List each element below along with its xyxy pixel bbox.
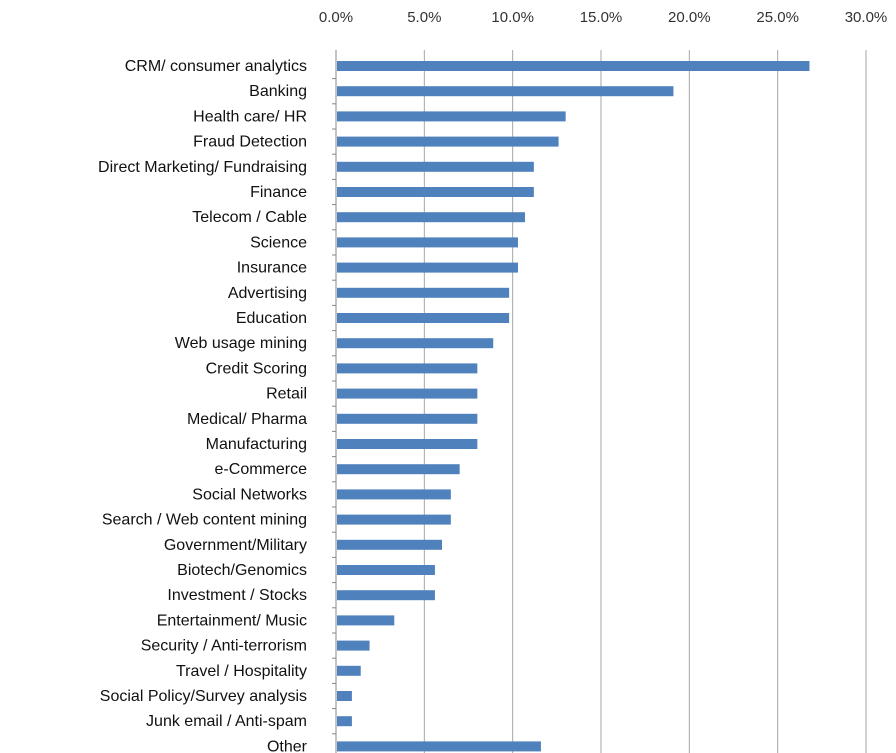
- category-label: Junk email / Anti-spam: [146, 713, 307, 730]
- x-tick-label: 30.0%: [845, 9, 888, 26]
- category-label: Government/Military: [164, 537, 307, 554]
- x-tick-label: 25.0%: [756, 9, 799, 26]
- bar: [337, 539, 442, 550]
- category-label: Direct Marketing/ Fundraising: [98, 159, 307, 176]
- x-tick-label: 20.0%: [668, 9, 711, 26]
- category-label: Social Policy/Survey analysis: [100, 688, 307, 705]
- category-label: e-Commerce: [215, 461, 308, 478]
- category-label: Medical/ Pharma: [187, 411, 307, 428]
- category-label: Manufacturing: [206, 436, 307, 453]
- bar: [337, 590, 435, 601]
- bar: [337, 464, 460, 475]
- bar: [337, 111, 566, 122]
- category-label: Insurance: [237, 260, 307, 277]
- bar: [337, 61, 810, 71]
- category-label: Credit Scoring: [206, 360, 307, 377]
- category-label: Web usage mining: [175, 335, 307, 352]
- bar: [337, 640, 370, 651]
- category-label: CRM/ consumer analytics: [125, 58, 307, 75]
- category-label: Investment / Stocks: [167, 587, 307, 604]
- category-label: Health care/ HR: [193, 108, 307, 125]
- bar: [337, 313, 510, 323]
- bar: [337, 363, 478, 374]
- category-label: Finance: [250, 184, 307, 201]
- bar: [337, 615, 395, 626]
- category-label: Fraud Detection: [193, 134, 307, 151]
- bar: [337, 413, 478, 424]
- bar: [337, 691, 352, 701]
- category-label: Biotech/Genomics: [177, 562, 307, 579]
- bar: [337, 136, 559, 147]
- x-tick-label: 15.0%: [580, 9, 623, 26]
- bar: [337, 741, 541, 752]
- bar: [337, 665, 361, 676]
- bar: [337, 388, 478, 399]
- category-label: Security / Anti-terrorism: [141, 638, 307, 655]
- category-label: Science: [250, 234, 307, 251]
- category-label: Social Networks: [192, 486, 307, 503]
- category-label: Advertising: [228, 285, 307, 302]
- bar: [337, 161, 534, 172]
- x-tick-labels: 0.0% 5.0% 10.0% 15.0% 20.0% 25.0% 30.0%: [319, 9, 887, 26]
- bar: [337, 489, 451, 500]
- bar: [337, 187, 534, 197]
- x-tick-label: 10.0%: [491, 9, 534, 26]
- bar: [337, 237, 518, 248]
- bar: [337, 565, 435, 575]
- grid-layer: [332, 50, 867, 753]
- bar: [337, 439, 478, 449]
- bar: [337, 338, 494, 349]
- bar: [337, 262, 518, 273]
- category-labels: CRM/ consumer analytics Banking Health car…: [98, 58, 308, 753]
- category-label: Travel / Hospitality: [176, 663, 307, 680]
- bar: [337, 212, 526, 223]
- bar: [337, 86, 674, 97]
- bar: [337, 716, 352, 727]
- x-tick-label: 5.0%: [407, 9, 441, 26]
- category-label: Retail: [266, 386, 307, 403]
- category-label: Entertainment/ Music: [157, 612, 307, 629]
- category-label: Banking: [249, 83, 307, 100]
- category-label: Telecom / Cable: [192, 209, 307, 226]
- bars: [337, 61, 810, 752]
- bar: [337, 514, 451, 525]
- category-label: Education: [236, 310, 307, 327]
- bar: [337, 287, 510, 298]
- x-tick-label: 0.0%: [319, 9, 353, 26]
- category-label: Other: [267, 738, 308, 753]
- category-label: Search / Web content mining: [102, 512, 307, 529]
